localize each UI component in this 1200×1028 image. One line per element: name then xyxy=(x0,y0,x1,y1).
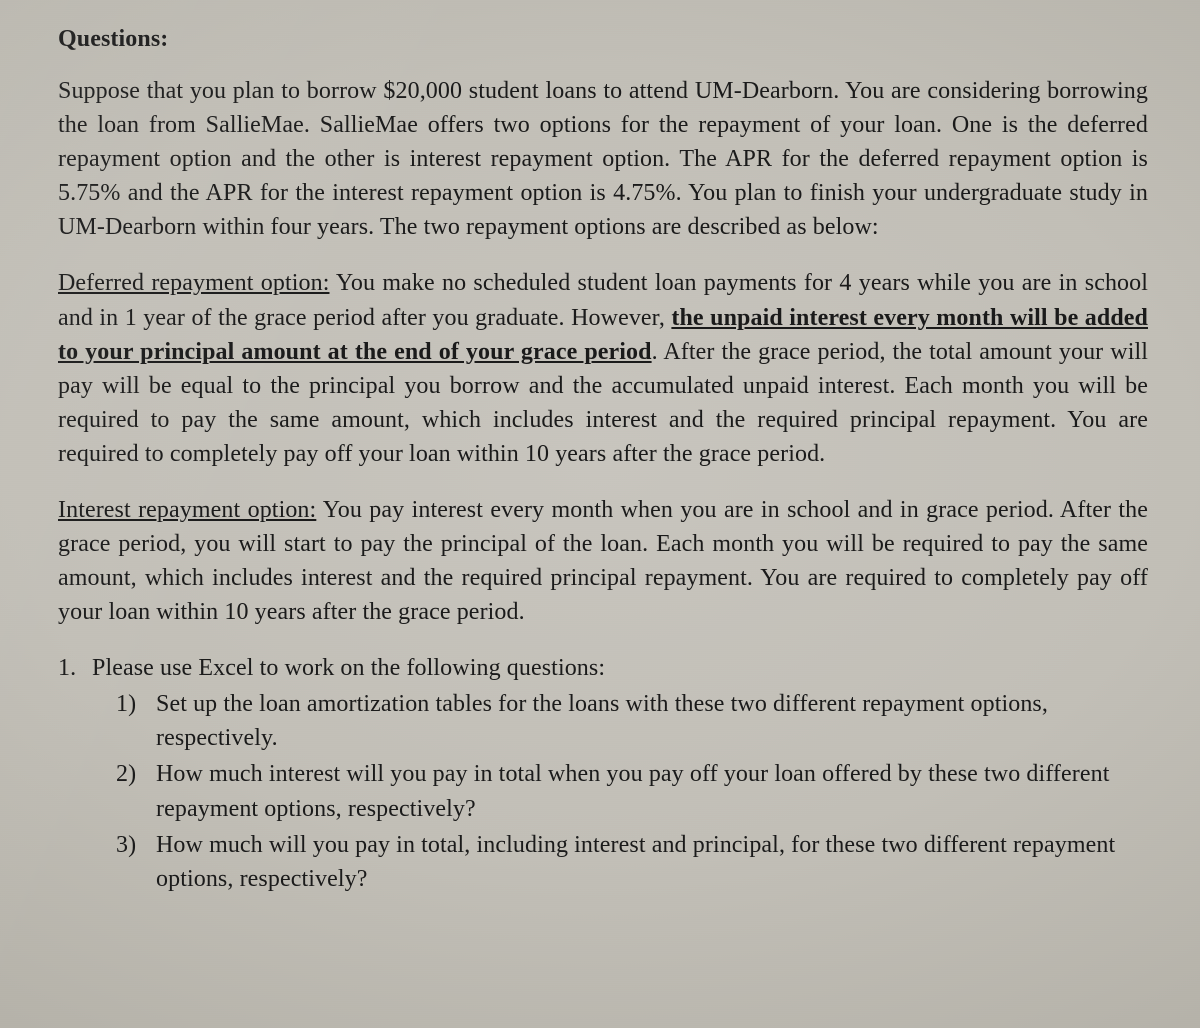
sub-text: How much interest will you pay in total … xyxy=(156,757,1148,825)
interest-paragraph: Interest repayment option: You pay inter… xyxy=(58,493,1148,629)
question-1-lead: Please use Excel to work on the followin… xyxy=(92,651,605,685)
sub-text: Set up the loan amortization tables for … xyxy=(156,687,1148,755)
intro-paragraph: Suppose that you plan to borrow $20,000 … xyxy=(58,74,1148,244)
deferred-label: Deferred repayment option: xyxy=(58,270,329,296)
interest-label: Interest repayment option: xyxy=(58,497,316,523)
document-page: Questions: Suppose that you plan to borr… xyxy=(0,0,1200,918)
question-1-sub-1: 1) Set up the loan amortization tables f… xyxy=(116,687,1148,755)
question-list: 1. Please use Excel to work on the follo… xyxy=(58,651,1148,896)
sub-number: 1) xyxy=(116,687,156,755)
section-heading: Questions: xyxy=(58,22,1148,56)
question-1-number: 1. xyxy=(58,651,92,685)
question-1-sub-3: 3) How much will you pay in total, inclu… xyxy=(116,828,1148,896)
question-1-sublist: 1) Set up the loan amortization tables f… xyxy=(58,687,1148,895)
deferred-paragraph: Deferred repayment option: You make no s… xyxy=(58,266,1148,470)
question-1-sub-2: 2) How much interest will you pay in tot… xyxy=(116,757,1148,825)
question-1: 1. Please use Excel to work on the follo… xyxy=(58,651,1148,685)
sub-number: 2) xyxy=(116,757,156,825)
sub-text: How much will you pay in total, includin… xyxy=(156,828,1148,896)
sub-number: 3) xyxy=(116,828,156,896)
